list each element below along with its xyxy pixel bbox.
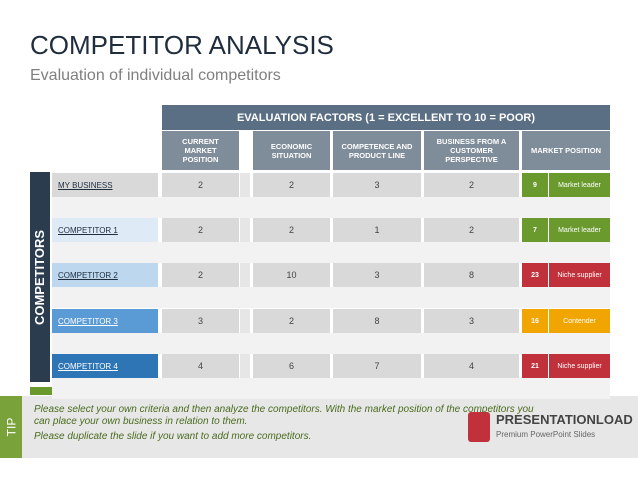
column-header: CURRENT MARKET POSITION [162,131,239,170]
row-spacer [52,197,610,218]
position-label: Contender [549,309,610,333]
group-header: EVALUATION FACTORS (1 = EXCELLENT TO 10 … [162,105,610,130]
tip-text: Please select your own criteria and then… [34,404,534,443]
score-badge: 9 [522,173,548,197]
position-label: Niche supplier [549,354,610,378]
value-cell: 3 [424,309,519,333]
value-cell: 1 [333,218,421,242]
value-cell: 2 [162,218,239,242]
column-header: BUSINESS FROM A CUSTOMER PERSPECTIVE [424,131,519,170]
title: COMPETITOR ANALYSIS [30,30,334,60]
side-band: COMPETITORS [30,172,50,382]
value-cell: 3 [162,309,239,333]
score-badge: 21 [522,354,548,378]
value-cell: 3 [333,173,421,197]
row-name: COMPETITOR 3 [52,309,158,333]
gap-cell [240,218,250,242]
gap-cell [240,173,250,197]
tip-line: Please duplicate the slide if you want t… [34,431,312,442]
legend-swatch [30,387,60,395]
value-cell: 2 [424,218,519,242]
subtitle: Evaluation of individual competitors [30,67,281,84]
column-header: ECONOMIC SITUATION [253,131,330,170]
side-label: COMPETITORS [32,229,48,325]
column-header: MARKET POSITION [522,131,610,170]
value-cell: 4 [424,354,519,378]
row-name: COMPETITOR 1 [52,218,158,242]
tip-strip: TIP [0,396,22,458]
value-cell: 2 [424,173,519,197]
value-cell: 2 [253,173,330,197]
gap-cell [240,309,250,333]
tip-band [0,396,638,458]
tip-label: TIP [3,417,18,437]
score-badge: 23 [522,263,548,287]
row-spacer [52,242,610,263]
position-label: Market leader [549,218,610,242]
value-cell: 7 [333,354,421,378]
value-cell: 8 [424,263,519,287]
value-cell: 10 [253,263,330,287]
row-name: COMPETITOR 2 [52,263,158,287]
value-cell: 2 [162,173,239,197]
value-cell: 4 [162,354,239,378]
row-spacer [52,287,610,308]
value-cell: 2 [162,263,239,287]
gap-cell [240,354,250,378]
position-label: Niche supplier [549,263,610,287]
gap-cell [240,263,250,287]
logo-name: PRESENTATIONLOAD [496,412,633,427]
row-spacer [52,333,610,354]
row-name: COMPETITOR 4 [52,354,158,378]
row-name: MY BUSINESS [52,173,158,197]
value-cell: 2 [253,309,330,333]
tip-line: Please select your own criteria and then… [34,404,534,427]
column-header: COMPETENCE AND PRODUCT LINE [333,131,421,170]
value-cell: 3 [333,263,421,287]
score-badge: 7 [522,218,548,242]
logo-tagline: Premium PowerPoint Slides [496,430,596,439]
value-cell: 6 [253,354,330,378]
value-cell: 2 [253,218,330,242]
value-cell: 8 [333,309,421,333]
row-spacer [52,378,610,399]
score-badge: 16 [522,309,548,333]
logo-icon [468,412,490,442]
position-label: Market leader [549,173,610,197]
